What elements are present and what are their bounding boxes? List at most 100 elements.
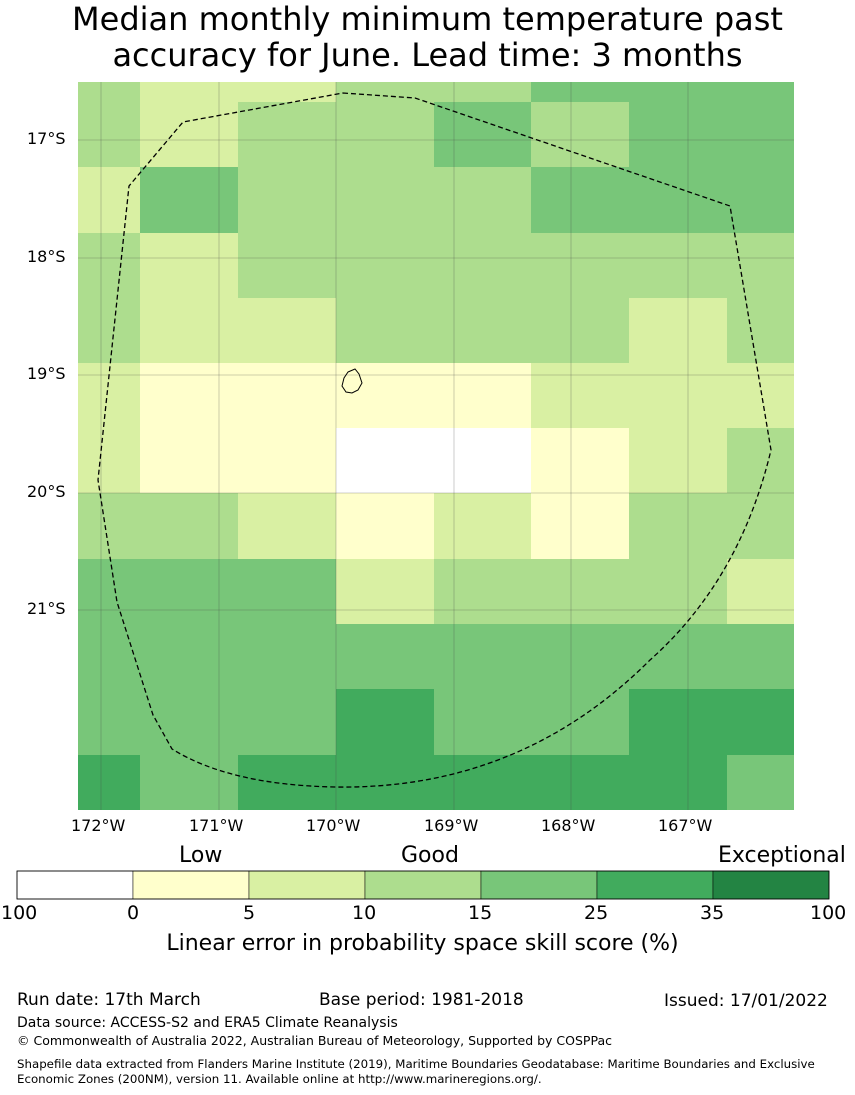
colorbar-axis-label: Linear error in probability space skill … — [166, 931, 679, 956]
grid-cell — [727, 167, 794, 233]
grid-cell — [78, 363, 140, 428]
grid-cell — [629, 493, 727, 559]
colorbar — [16, 870, 830, 900]
grid-cell — [531, 233, 629, 298]
category-label-good: Good — [401, 843, 459, 868]
tick-label-25: 25 — [584, 902, 609, 924]
grid-cell — [238, 298, 336, 363]
lon-label-171w: 171°W — [189, 816, 244, 835]
copyright-notice: © Commonwealth of Australia 2022, Austra… — [17, 1033, 612, 1048]
grid-cell — [434, 428, 531, 493]
grid-cell — [727, 233, 794, 298]
lat-label-17s: 17°S — [27, 129, 66, 148]
grid-cell — [238, 559, 336, 624]
tick-label-10: 10 — [352, 902, 377, 924]
lon-label-167w: 167°W — [658, 816, 713, 835]
tick-label-100-right: 100 — [810, 902, 847, 924]
grid-cell — [629, 689, 727, 755]
grid-cell — [140, 493, 238, 559]
grid-cell — [140, 689, 238, 755]
grid-cell — [336, 428, 434, 493]
grid-cell — [336, 363, 434, 428]
grid-cell — [140, 82, 238, 102]
grid-cell — [238, 363, 336, 428]
lat-label-21s: 21°S — [27, 599, 66, 618]
grid-cell — [727, 493, 794, 559]
grid-cell — [336, 755, 434, 810]
grid-cell — [336, 298, 434, 363]
grid-cell — [336, 102, 434, 167]
grid-cell — [238, 233, 336, 298]
grid-cell — [629, 102, 727, 167]
grid-cell — [727, 559, 794, 624]
colorbar-segment — [132, 870, 250, 900]
grid-cell — [78, 102, 140, 167]
run-date: Run date: 17th March — [17, 990, 201, 1010]
grid-cell — [434, 755, 531, 810]
colorbar-frame — [16, 870, 830, 900]
colorbar-segment — [712, 870, 830, 900]
lat-label-19s: 19°S — [27, 364, 66, 383]
grid-cell — [531, 493, 629, 559]
island-outline — [341, 368, 363, 394]
tick-label-100-left: 100 — [1, 902, 38, 924]
grid-cell — [434, 689, 531, 755]
colorbar-segment — [596, 870, 714, 900]
grid-cell — [238, 102, 336, 167]
grid-cell — [238, 428, 336, 493]
grid-cell — [629, 428, 727, 493]
grid-cell — [78, 167, 140, 233]
colorbar-segment — [248, 870, 366, 900]
grid-cell — [238, 624, 336, 689]
category-label-low: Low — [179, 843, 223, 868]
grid-cell — [434, 167, 531, 233]
grid-cell — [727, 363, 794, 428]
grid-cell — [238, 755, 336, 810]
grid-cell — [727, 689, 794, 755]
grid-cell — [531, 689, 629, 755]
grid-cell — [78, 298, 140, 363]
grid-cell — [434, 363, 531, 428]
grid-cell — [434, 298, 531, 363]
grid-cell — [238, 689, 336, 755]
lon-label-168w: 168°W — [541, 816, 596, 835]
grid-cell — [140, 298, 238, 363]
grid-cell — [531, 167, 629, 233]
grid-cell — [238, 493, 336, 559]
grid-cell — [140, 559, 238, 624]
grid-cell — [629, 624, 727, 689]
grid-cell — [336, 559, 434, 624]
grid-cell — [78, 559, 140, 624]
grid-cell — [531, 428, 629, 493]
grid-cell — [531, 363, 629, 428]
grid-cell — [434, 559, 531, 624]
grid-cell — [531, 102, 629, 167]
grid-cell — [629, 233, 727, 298]
shapefile-credit-line-1: Shapefile data extracted from Flanders M… — [17, 1057, 815, 1071]
grid-cell — [629, 755, 727, 810]
grid-cell — [238, 82, 336, 102]
base-period: Base period: 1981-2018 — [319, 990, 524, 1010]
issued-date: Issued: 17/01/2022 — [664, 991, 828, 1011]
lat-label-20s: 20°S — [27, 482, 66, 501]
grid-cell — [531, 755, 629, 810]
grid-cell — [140, 102, 238, 167]
grid-cell — [336, 689, 434, 755]
grid-cell — [336, 624, 434, 689]
tick-label-15: 15 — [468, 902, 493, 924]
grid-cell — [434, 82, 531, 102]
grid-cell — [336, 167, 434, 233]
tick-label-0: 0 — [127, 902, 140, 924]
grid-cell — [78, 233, 140, 298]
grid-cell — [140, 624, 238, 689]
grid-cell — [531, 624, 629, 689]
grid-cell — [238, 167, 336, 233]
grid-cell — [434, 624, 531, 689]
grid-cell — [727, 102, 794, 167]
grid-cell — [531, 82, 629, 102]
grid-cell — [727, 624, 794, 689]
grid-cell — [531, 559, 629, 624]
grid-cell — [434, 102, 531, 167]
eez-boundary — [97, 92, 772, 788]
